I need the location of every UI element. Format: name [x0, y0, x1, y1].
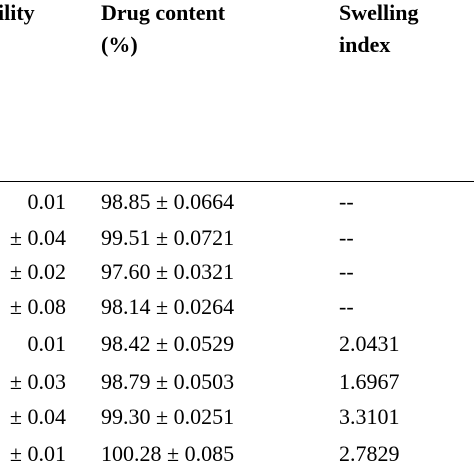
cell-drug-content: 98.79 ± 0.0503	[101, 369, 235, 394]
header-drug-content-line2: (%)	[101, 32, 138, 57]
header-swelling-line1: Swelling	[339, 0, 419, 25]
cell-swelling-index: --	[339, 259, 354, 284]
cell-drug-content: 100.28 ± 0.085	[101, 441, 235, 466]
cell-swelling-index: 1.6967	[339, 369, 400, 394]
header-drug-content-line1: Drug content	[101, 0, 226, 25]
cell-col1: ± 0.04	[9, 225, 66, 250]
cell-drug-content: 97.60 ± 0.0321	[101, 259, 235, 284]
cell-drug-content: 98.42 ± 0.0529	[101, 331, 235, 356]
cell-drug-content: 98.14 ± 0.0264	[101, 294, 235, 319]
cell-col1: ± 0.02	[9, 259, 66, 284]
cell-col1: ± 0.03	[9, 369, 66, 394]
header-rule	[0, 181, 474, 182]
header-swelling-line2: index	[339, 32, 391, 57]
cell-drug-content: 99.30 ± 0.0251	[101, 404, 235, 429]
cell-col1: ± 0.08	[9, 294, 66, 319]
cell-col1: ± 0.01	[9, 441, 66, 466]
cell-swelling-index: --	[339, 225, 354, 250]
cell-swelling-index: --	[339, 294, 354, 319]
cell-swelling-index: 2.0431	[339, 331, 400, 356]
header-col1: ility	[0, 0, 35, 25]
cell-drug-content: 98.85 ± 0.0664	[101, 189, 235, 214]
cell-swelling-index: 3.3101	[339, 404, 400, 429]
cell-swelling-index: 2.7829	[339, 441, 400, 466]
cell-col1: 0.01	[27, 189, 67, 214]
cell-col1: 0.01	[27, 331, 67, 356]
cell-swelling-index: --	[339, 189, 354, 214]
cell-col1: ± 0.04	[9, 404, 66, 429]
cell-drug-content: 99.51 ± 0.0721	[101, 225, 235, 250]
